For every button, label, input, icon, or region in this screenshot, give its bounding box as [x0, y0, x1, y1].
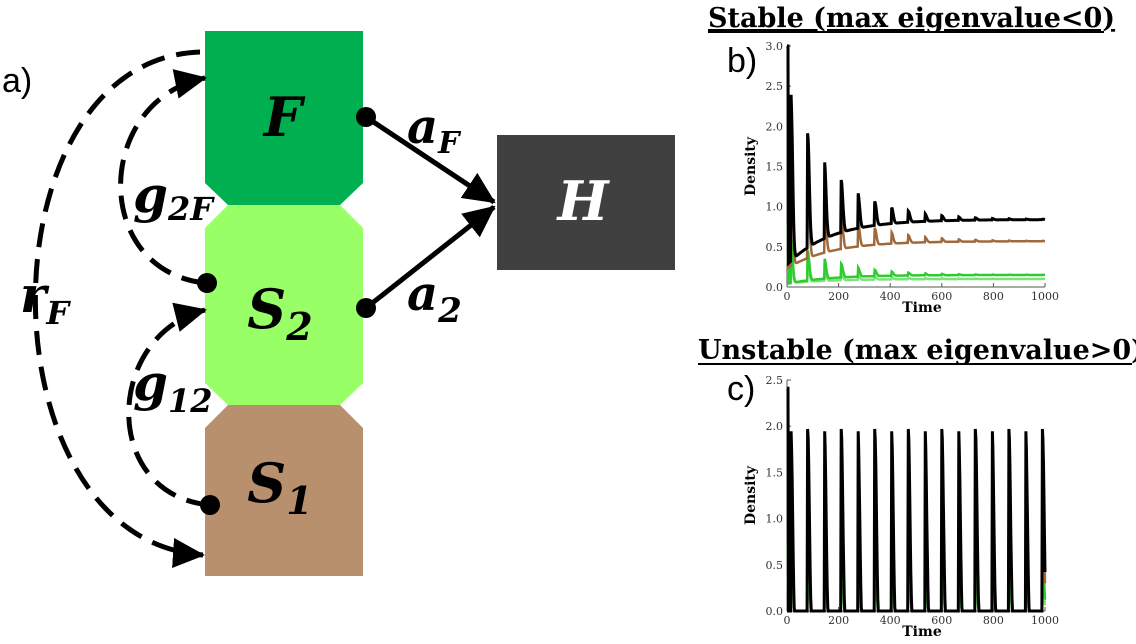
edge-g12-curve: [126, 302, 211, 508]
panel-label-b: b): [727, 42, 757, 80]
edge-g2F-curve: [118, 69, 207, 286]
chart-stable-x-tick-label: 400: [880, 290, 901, 303]
chart-stable-y-tick-label: 0.0: [766, 281, 784, 294]
chart-stable-y-tick-label: 1.0: [766, 201, 784, 214]
chart-stable-series-brown: [786, 113, 1046, 270]
chart-stable-title: Stable (max eigenvalue<0): [708, 3, 1115, 34]
edge-g2F-label: g2F: [133, 165, 215, 228]
edge-aF-label: aF: [407, 99, 462, 161]
chart-unstable-y-tick-label: 2.5: [766, 374, 784, 387]
node-F-label: F: [262, 85, 306, 149]
edge-rF-label: rF: [20, 265, 71, 332]
chart-stable-y-tick-label: 1.5: [766, 161, 784, 174]
chart-stable-series-lightgreen: [786, 253, 1046, 285]
chart-unstable-plot: 0 200 400 600 800 1000 0.0 0.5 1.0 1.5 2.0 2.5 Time D…: [743, 374, 1059, 640]
chart-stable: Stable (max eigenvalue<0) b) 0 200 400 600 8…: [708, 3, 1115, 316]
edge-a2-label: a2: [407, 266, 462, 331]
chart-unstable-x-tick-label: 200: [828, 614, 849, 627]
chart-stable-x-tick-label: 0: [784, 290, 791, 303]
chart-unstable-xlabel: Time: [902, 624, 942, 640]
chart-unstable-y-tick-label: 0.5: [766, 559, 784, 572]
chart-unstable-x-tick-label: 400: [880, 614, 901, 627]
chart-unstable-x-tick-label: 0: [784, 614, 791, 627]
edge-g12-label: g12: [133, 353, 213, 420]
node-S1-box: [205, 405, 363, 576]
chart-unstable-x-tick-label: 600: [931, 614, 952, 627]
node-S2-label: S2: [247, 277, 312, 349]
edge-a2-line: [364, 205, 496, 310]
chart-stable-x-tick-label: 1000: [1031, 290, 1059, 303]
chart-unstable: Unstable (max eigenvalue>0) c) 0 200 400 60…: [698, 335, 1136, 640]
node-F-box: [205, 31, 363, 205]
chart-stable-ylabel: Density: [743, 136, 759, 196]
chart-stable-series-black: [786, 44, 1046, 267]
panel-label-a: a): [2, 62, 32, 100]
node-H-box: [497, 135, 675, 270]
edge-aF-line: [364, 114, 496, 205]
chart-unstable-ylabel: Density: [743, 465, 759, 525]
chart-unstable-title: Unstable (max eigenvalue>0): [698, 335, 1136, 366]
chart-unstable-y-tick-label: 1.5: [766, 466, 784, 479]
edge-g12-dot: [200, 495, 220, 515]
chart-stable-x-tick-label: 600: [931, 290, 952, 303]
chart-stable-x-tick-label: 200: [828, 290, 849, 303]
edge-rF-curve: [33, 49, 205, 568]
chart-stable-series-green: [786, 224, 1045, 285]
node-S1-label: S1: [247, 451, 312, 523]
chart-stable-y-tick-label: 2.0: [766, 120, 784, 133]
chart-stable-x-tick-label: 800: [983, 290, 1004, 303]
chart-unstable-series-black: [786, 386, 1047, 613]
chart-unstable-x-tick-label: 800: [983, 614, 1004, 627]
edge-aF-dot: [356, 107, 376, 127]
chart-stable-y-tick-label: 2.5: [766, 80, 784, 93]
chart-unstable-y-tick-label: 1.0: [766, 513, 784, 526]
chart-stable-xlabel: Time: [902, 300, 942, 316]
chart-unstable-y-tick-label: 0.0: [766, 605, 784, 618]
chart-stable-y-tick-label: 3.0: [766, 40, 784, 53]
chart-stable-plot: 0 200 400 600 800 1000 0.0 0.5 1.0 1.5 2.0 2.5 3.0 Ti…: [743, 40, 1059, 316]
node-H-label: H: [555, 169, 610, 233]
edge-g2F-dot: [197, 273, 217, 293]
chart-stable-y-tick-label: 0.5: [766, 241, 784, 254]
chart-unstable-x-tick-label: 1000: [1031, 614, 1059, 627]
chart-unstable-y-tick-label: 2.0: [766, 420, 784, 433]
node-S2-box: [205, 205, 363, 405]
panel-label-c: c): [727, 370, 755, 408]
edge-a2-dot: [356, 298, 376, 318]
